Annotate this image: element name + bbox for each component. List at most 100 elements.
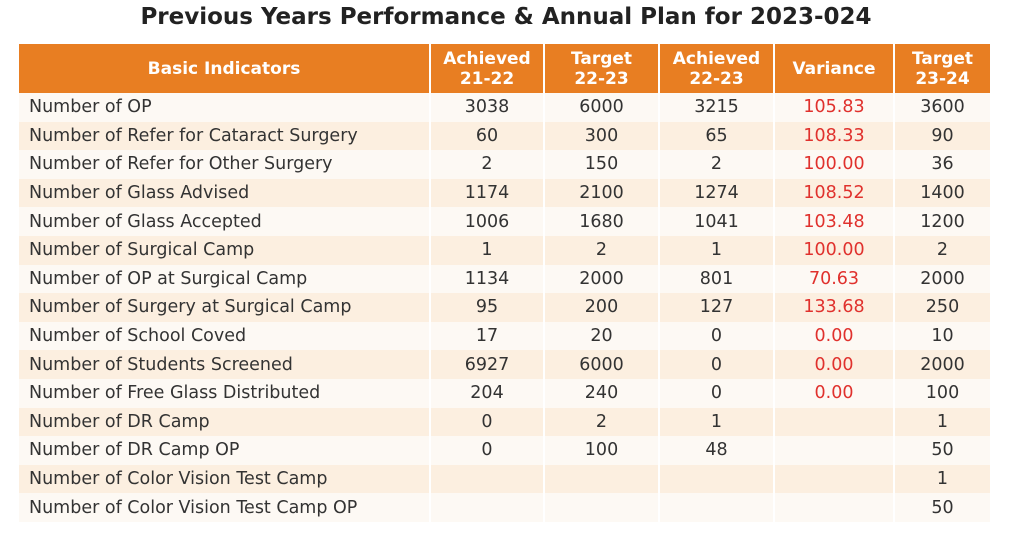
- header-label: Target: [570, 48, 633, 69]
- variance-cell: 133.68: [775, 293, 895, 322]
- header-label: Achieved: [443, 48, 531, 69]
- target-23-24-cell: 1: [895, 407, 990, 437]
- achieved-21-22-cell: 17: [431, 321, 545, 351]
- indicator-cell: Number of Refer for Other Surgery: [19, 150, 431, 179]
- table-row: Number of DR Camp OP 0 100 48 50: [19, 436, 990, 465]
- achieved-21-22-cell: 0: [431, 436, 545, 465]
- indicator-cell: Number of Surgical Camp: [19, 235, 431, 265]
- table-row: Number of Color Vision Test Camp OP 50: [19, 493, 990, 522]
- target-23-24-cell: 2000: [895, 350, 990, 379]
- table-row: Number of Students Screened 6927 6000 0 0.00…: [19, 350, 990, 379]
- header-achieved-22-23: Achieved 22-23: [660, 44, 775, 93]
- header-variance: Variance: [775, 44, 895, 93]
- variance-cell: 0.00: [775, 321, 895, 351]
- indicator-cell: Number of Glass Advised: [19, 178, 431, 208]
- achieved-22-23-cell: 1: [660, 407, 775, 437]
- achieved-22-23-cell: 0: [660, 321, 775, 351]
- achieved-22-23-cell: 0: [660, 378, 775, 408]
- target-23-24-cell: 3600: [895, 93, 990, 122]
- target-23-24-cell: 2000: [895, 264, 990, 294]
- achieved-21-22-cell: 1134: [431, 264, 545, 294]
- header-label: Target: [911, 48, 974, 69]
- target-23-24-cell: 1200: [895, 207, 990, 236]
- target-23-24-cell: 100: [895, 378, 990, 408]
- variance-cell: 70.63: [775, 264, 895, 294]
- table-row: Number of DR Camp 0 2 1 1: [19, 407, 990, 437]
- header-basic-indicators: Basic Indicators: [19, 44, 431, 93]
- indicator-cell: Number of Color Vision Test Camp: [19, 464, 431, 494]
- achieved-22-23-cell: [660, 464, 775, 494]
- table-row: Number of Refer for Other Surgery 2 150 2 10…: [19, 150, 990, 179]
- target-22-23-cell: 2000: [545, 264, 660, 294]
- variance-cell: 108.52: [775, 178, 895, 208]
- variance-cell: [775, 407, 895, 437]
- indicator-cell: Number of Color Vision Test Camp OP: [19, 493, 431, 522]
- target-22-23-cell: 150: [545, 150, 660, 179]
- table-row: Number of OP at Surgical Camp 1134 2000 801…: [19, 264, 990, 294]
- indicator-cell: Number of Glass Accepted: [19, 207, 431, 236]
- target-22-23-cell: 6000: [545, 93, 660, 122]
- variance-cell: 0.00: [775, 378, 895, 408]
- target-23-24-cell: 2: [895, 235, 990, 265]
- header-period: 22-23: [574, 68, 629, 89]
- indicator-cell: Number of DR Camp: [19, 407, 431, 437]
- table-row: Number of Surgical Camp 1 2 1 100.00 2: [19, 235, 990, 265]
- achieved-21-22-cell: [431, 464, 545, 494]
- header-achieved-21-22: Achieved 21-22: [431, 44, 545, 93]
- achieved-22-23-cell: 0: [660, 350, 775, 379]
- header-label: Basic Indicators: [147, 58, 301, 79]
- achieved-21-22-cell: 0: [431, 407, 545, 437]
- target-23-24-cell: 50: [895, 493, 990, 522]
- variance-cell: 103.48: [775, 207, 895, 236]
- header-label: Variance: [792, 58, 876, 79]
- achieved-22-23-cell: 127: [660, 293, 775, 322]
- variance-cell: [775, 436, 895, 465]
- variance-cell: [775, 493, 895, 522]
- target-22-23-cell: 2: [545, 235, 660, 265]
- header-target-22-23: Target 22-23: [545, 44, 660, 93]
- target-23-24-cell: 250: [895, 293, 990, 322]
- target-23-24-cell: 1: [895, 464, 990, 494]
- table-row: Number of School Coved 17 20 0 0.00 10: [19, 321, 990, 351]
- variance-cell: 108.33: [775, 121, 895, 151]
- table-row: Number of Glass Accepted 1006 1680 1041 103.…: [19, 207, 990, 236]
- achieved-21-22-cell: 1: [431, 235, 545, 265]
- header-label: Achieved: [672, 48, 761, 69]
- target-22-23-cell: 2: [545, 407, 660, 437]
- achieved-21-22-cell: 3038: [431, 93, 545, 122]
- achieved-22-23-cell: [660, 493, 775, 522]
- target-23-24-cell: 36: [895, 150, 990, 179]
- achieved-22-23-cell: 1041: [660, 207, 775, 236]
- target-22-23-cell: 2100: [545, 178, 660, 208]
- indicator-cell: Number of DR Camp OP: [19, 436, 431, 465]
- target-22-23-cell: 100: [545, 436, 660, 465]
- achieved-21-22-cell: 6927: [431, 350, 545, 379]
- target-22-23-cell: 300: [545, 121, 660, 151]
- variance-cell: 105.83: [775, 93, 895, 122]
- achieved-22-23-cell: 1: [660, 235, 775, 265]
- achieved-22-23-cell: 3215: [660, 93, 775, 122]
- header-period: 21-22: [459, 68, 515, 89]
- table-body: Number of OP 3038 6000 3215 105.83 3600 Number…: [19, 93, 990, 522]
- indicator-cell: Number of Refer for Cataract Surgery: [19, 121, 431, 151]
- table-row: Number of Surgery at Surgical Camp 95 200 1…: [19, 293, 990, 322]
- table-row: Number of Color Vision Test Camp 1: [19, 464, 990, 494]
- target-22-23-cell: [545, 493, 660, 522]
- target-23-24-cell: 50: [895, 436, 990, 465]
- achieved-21-22-cell: 204: [431, 378, 545, 408]
- table-row: Number of OP 3038 6000 3215 105.83 3600: [19, 93, 990, 122]
- table-row: Number of Glass Advised 1174 2100 1274 108.5…: [19, 178, 990, 208]
- table-row: Number of Free Glass Distributed 204 240 0 0…: [19, 378, 990, 408]
- achieved-22-23-cell: 2: [660, 150, 775, 179]
- achieved-22-23-cell: 801: [660, 264, 775, 294]
- target-22-23-cell: [545, 464, 660, 494]
- target-22-23-cell: 20: [545, 321, 660, 351]
- indicator-cell: Number of School Coved: [19, 321, 431, 351]
- achieved-22-23-cell: 48: [660, 436, 775, 465]
- variance-cell: 0.00: [775, 350, 895, 379]
- table-row: Number of Refer for Cataract Surgery 60 30…: [19, 121, 990, 151]
- target-22-23-cell: 240: [545, 378, 660, 408]
- variance-cell: 100.00: [775, 150, 895, 179]
- achieved-22-23-cell: 65: [660, 121, 775, 151]
- target-22-23-cell: 200: [545, 293, 660, 322]
